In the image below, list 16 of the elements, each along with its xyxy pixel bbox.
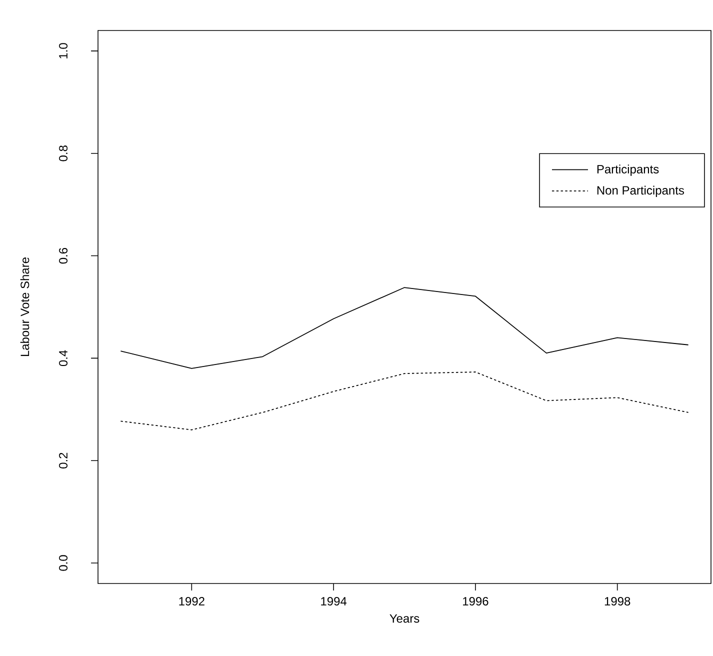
legend-label: Non Participants <box>597 186 684 197</box>
y-tick-label: 1.0 <box>59 43 68 58</box>
y-tick-label: 0.6 <box>59 248 68 264</box>
line-series <box>120 287 689 369</box>
y-tick-label: 0.2 <box>59 452 68 468</box>
x-tick-label: 1998 <box>604 597 630 606</box>
x-axis-title: Years <box>390 614 420 623</box>
y-tick-label: 0.0 <box>59 555 68 571</box>
x-tick-label: 1994 <box>321 597 347 606</box>
x-tick-label: 1996 <box>463 597 488 606</box>
legend-label: Participants <box>597 164 659 176</box>
y-tick-label: 0.4 <box>59 350 68 366</box>
y-axis-title: Labour Vote Share <box>20 257 30 356</box>
y-tick-label: 0.8 <box>59 146 68 162</box>
line-series <box>120 372 689 430</box>
x-tick-label: 1992 <box>179 597 204 606</box>
